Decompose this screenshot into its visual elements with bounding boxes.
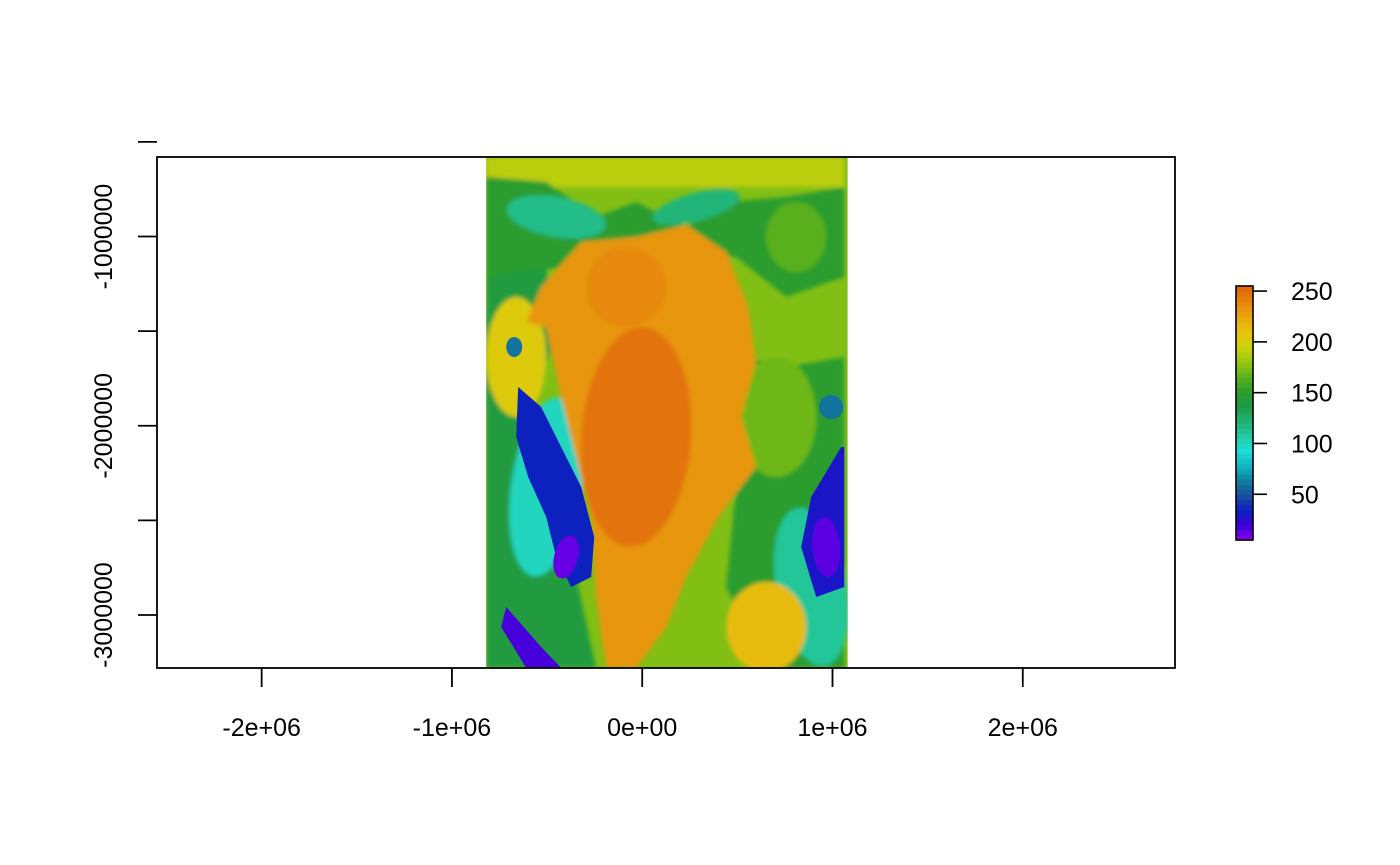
raster-region-east-pond [819,395,844,419]
colorbar-tick-label: 250 [1291,278,1333,306]
colorbar-step [1236,372,1253,379]
colorbar-step [1236,448,1253,455]
colorbar-legend: 50 100 150 200 250 [1235,278,1333,541]
colorbar-step [1236,402,1253,409]
raster-region-ne-green [766,202,827,272]
colorbar-step [1236,286,1253,292]
raster-region-east-green [736,357,817,477]
raster-region-ice-core [580,327,692,547]
colorbar-step [1236,453,1253,460]
x-tick-label: 0e+00 [607,714,677,742]
colorbar-step [1236,509,1253,516]
colorbar-step [1236,494,1253,500]
y-tick-label: -1000000 [90,184,118,290]
raster-region-north-cyan [506,195,606,239]
x-tick-label: 2e+06 [988,714,1058,742]
colorbar-step [1236,306,1253,312]
colorbar-step [1236,443,1253,450]
colorbar-step [1236,291,1253,297]
raster-region-west-pond [506,337,523,357]
colorbar-step [1236,377,1253,384]
colorbar-tick-label: 50 [1291,481,1319,509]
colorbar-step [1236,489,1253,495]
raster-region-east-basin-core [811,517,841,577]
colorbar-step [1236,316,1253,323]
raster-region-north-cyan-2 [652,189,740,225]
colorbar-step [1236,387,1253,394]
y-tick-label: -3000000 [90,562,118,668]
colorbar-step [1236,346,1253,353]
raster-image [486,157,848,668]
colorbar-step [1236,514,1253,521]
colorbar-step [1236,336,1253,343]
colorbar-step [1236,311,1253,318]
colorbar-step [1236,519,1253,526]
colorbar-step [1236,428,1253,434]
colorbar-step [1236,529,1253,536]
colorbar-step [1236,382,1253,389]
colorbar-step [1236,326,1253,333]
raster-region-sw-basin [501,607,562,668]
colorbar-step [1236,341,1253,348]
colorbar-tick-label: 200 [1291,329,1333,357]
colorbar-step [1236,468,1253,475]
raster-region-ice-north [586,247,667,327]
plot-frame [156,156,1176,669]
colorbar-step [1236,301,1253,307]
colorbar-step [1236,504,1253,511]
colorbar-step [1236,397,1253,404]
colorbar-step [1236,524,1253,531]
colorbar-step [1236,357,1253,363]
colorbar-step [1236,473,1253,480]
raster-region-top [486,157,845,187]
colorbar-step [1236,463,1253,470]
colorbar-step [1236,352,1253,358]
raster-region-west-basin-core [553,535,580,579]
colorbar-step [1236,423,1253,429]
colorbar-step [1236,362,1253,368]
colorbar-step [1236,433,1253,439]
raster-region-se-yellow [726,582,807,668]
colorbar-frame [1235,285,1254,541]
colorbar-step [1236,458,1253,465]
colorbar-step [1236,499,1253,506]
x-tick-label: 1e+06 [797,714,867,742]
colorbar-tick-label: 150 [1291,380,1333,408]
colorbar-step [1236,407,1253,414]
colorbar-step [1236,321,1253,328]
x-tick-label: -1e+06 [413,714,492,742]
colorbar-step [1236,534,1253,541]
x-tick-label: -2e+06 [222,714,301,742]
colorbar-step [1236,392,1253,399]
colorbar-step [1236,484,1253,490]
axes: -2e+06 -1e+06 0e+00 1e+06 2e+06 -1000000 -2000… [90,140,1176,742]
colorbar-step [1236,479,1253,485]
colorbar-step [1236,418,1253,424]
colorbar-step [1236,367,1253,373]
colorbar-step [1236,296,1253,302]
colorbar-tick-label: 100 [1291,430,1333,458]
colorbar-step [1236,438,1253,445]
raster-region-west-yellow [486,297,547,417]
colorbar-step [1236,331,1253,338]
colorbar-step [1236,413,1253,419]
y-tick-label: -2000000 [90,373,118,479]
raster-region-west-basin [516,387,595,587]
